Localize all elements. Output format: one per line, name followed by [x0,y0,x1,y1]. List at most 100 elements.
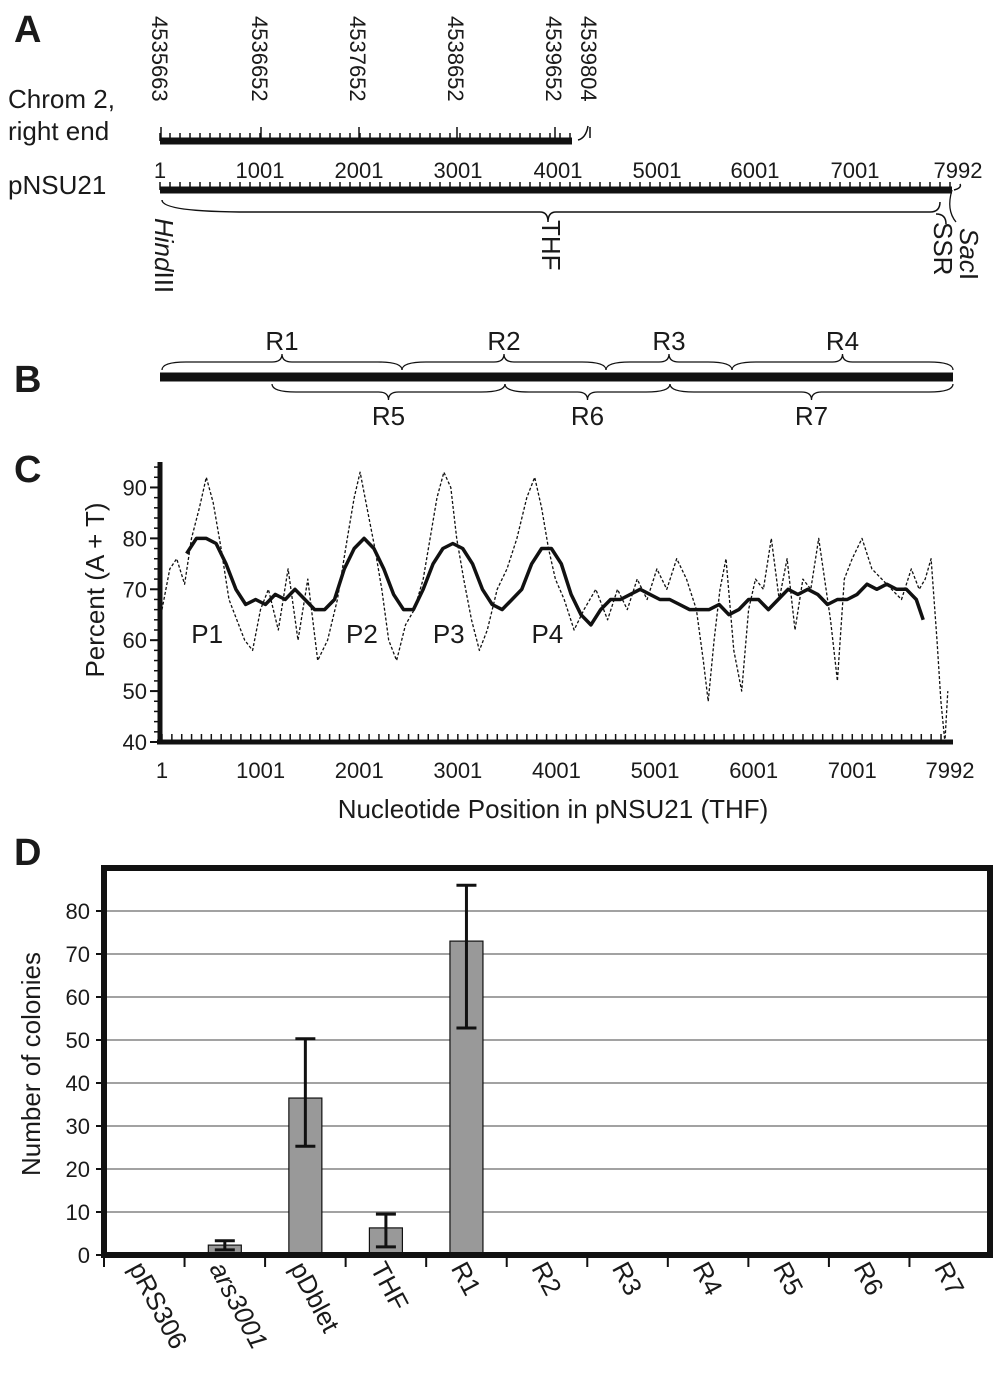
chrom-coord-label: 4537652 [345,16,370,102]
region-brace-top [161,353,403,371]
y-axis-label-c: Percent (A + T) [80,502,110,677]
y-tick-label-d: 30 [66,1114,90,1139]
y-tick-label-c: 50 [123,679,147,704]
region-brace-bottom [504,383,671,401]
category-label: R3 [606,1257,648,1300]
plot-frame-d [101,865,993,1258]
chrom-ticks [159,133,571,141]
category-label: R6 [848,1257,890,1300]
peak-label: P3 [433,619,465,649]
x-tick-label-c: 3001 [433,758,482,783]
plasmid-tick-label: 1001 [236,158,285,183]
region-brace-top [401,353,607,371]
category-label: R7 [928,1257,970,1300]
plasmid-ticks [159,182,951,190]
y-axis-label-d: Number of colonies [16,952,46,1176]
axes-c-ticks: 1 1001 2001 3001 4001 5001 6001 7001 7992 40 50 60 7… [123,466,975,783]
region-brace-top [731,353,954,371]
category-label: pRS306 [123,1257,194,1354]
region-label-bottom: R5 [372,401,405,431]
y-tick-label-c: 40 [123,730,147,755]
series-c [161,471,949,743]
gridlines-d [104,910,990,1213]
x-tick-label-c: 5001 [631,758,680,783]
y-tick-label-d: 10 [66,1200,90,1225]
plasmid-tick-label: 3001 [434,158,483,183]
x-tick-label-c: 7992 [926,758,975,783]
thf-label: THF [536,220,566,271]
panel-label-c: C [14,449,41,491]
category-label: R1 [445,1257,487,1300]
chrom-coord-label: 4535663 [147,16,172,102]
y-tick-label-c: 80 [123,526,147,551]
y-tick-label-d: 40 [66,1071,90,1096]
y-tick-label-d: 70 [66,942,90,967]
saci-label: SacI [954,228,984,280]
region-label-top: R3 [652,326,685,356]
y-tick-label-d: 50 [66,1028,90,1053]
chrom-end-connector [577,125,589,141]
y-tick-label-d: 0 [78,1243,90,1268]
x-tick-label-c: 7001 [828,758,877,783]
panel-d: 0 10 20 30 40 50 60 70 80 pRS306 ars3001 pDblet THF… [16,865,993,1354]
plasmid-end-connector [953,183,962,191]
panel-a: Chrom 2, right end 4535663 4536652 4537652… [8,16,984,293]
region-brace-bottom [271,383,506,401]
plasmid-label: pNSU21 [8,170,106,200]
plasmid-tick-labels: 1 1001 2001 3001 4001 5001 6001 7001 7992 [154,158,983,183]
panel-b: R1 R2 R3 R4 R5 R6 R7 [160,326,954,431]
error-bars-d [214,883,477,1252]
chrom-coord-label: 4539652 [541,16,566,102]
bar-r1 [449,940,484,1256]
panel-label-a: A [14,9,41,51]
y-tick-label-c: 60 [123,628,147,653]
y-tick-label-c: 70 [123,577,147,602]
saci-line [949,189,957,223]
category-label: R4 [687,1257,729,1300]
plasmid-tick-label: 4001 [534,158,583,183]
plasmid-tick-label: 1 [154,158,166,183]
category-label: THF [365,1257,415,1316]
region-brace-top [605,353,733,371]
x-axis-label-c: Nucleotide Position in pNSU21 (THF) [338,794,769,824]
category-label: pDblet [284,1257,346,1338]
ssr-brace [935,213,947,225]
series-smoothed-at [185,536,925,627]
plasmid-tick-label: 7992 [934,158,983,183]
chrom-coord-label: 4538652 [443,16,468,102]
peak-label: P2 [346,619,378,649]
region-label-bottom: R7 [795,401,828,431]
chrom-coord-label: 4539804 [576,16,601,102]
category-label: ars3001 [204,1257,275,1354]
region-brace-bottom [669,383,954,401]
chrom-coord-label: 4536652 [247,16,272,102]
peak-labels: P1 P2 P3 P4 [191,619,563,649]
peak-label: P1 [191,619,223,649]
x-tick-label-c: 2001 [335,758,384,783]
panel-label-d: D [14,832,41,874]
x-tick-label-c: 1 [156,758,168,783]
category-label: R2 [526,1257,568,1300]
panel-label-b: B [14,359,41,401]
y-tick-label-d: 60 [66,985,90,1010]
hindiii-label: HindIII [149,218,179,293]
region-braces: R1 R2 R3 R4 R5 R6 R7 [161,326,954,431]
axes-d-ticks: 0 10 20 30 40 50 60 70 80 [66,899,911,1268]
ssr-label: SSR [928,222,958,275]
panel-c: 1 1001 2001 3001 4001 5001 6001 7001 7992 40 50 60 7… [80,462,974,824]
x-tick-label-c: 4001 [532,758,581,783]
region-label-top: R2 [487,326,520,356]
bars-d [127,940,967,1256]
plasmid-tick-label: 6001 [731,158,780,183]
thf-brace [161,199,941,223]
region-label-top: R1 [265,326,298,356]
series-raw-at [161,471,949,743]
plasmid-tick-label: 2001 [335,158,384,183]
category-label: R5 [767,1257,809,1300]
region-label-bottom: R6 [571,401,604,431]
category-labels: pRS306 ars3001 pDblet THF R1 R2 R3 R4 R5 R6 R7 [123,1257,971,1354]
chrom-label-line2: right end [8,116,109,146]
x-tick-label-c: 1001 [236,758,285,783]
y-tick-label-d: 80 [66,899,90,924]
